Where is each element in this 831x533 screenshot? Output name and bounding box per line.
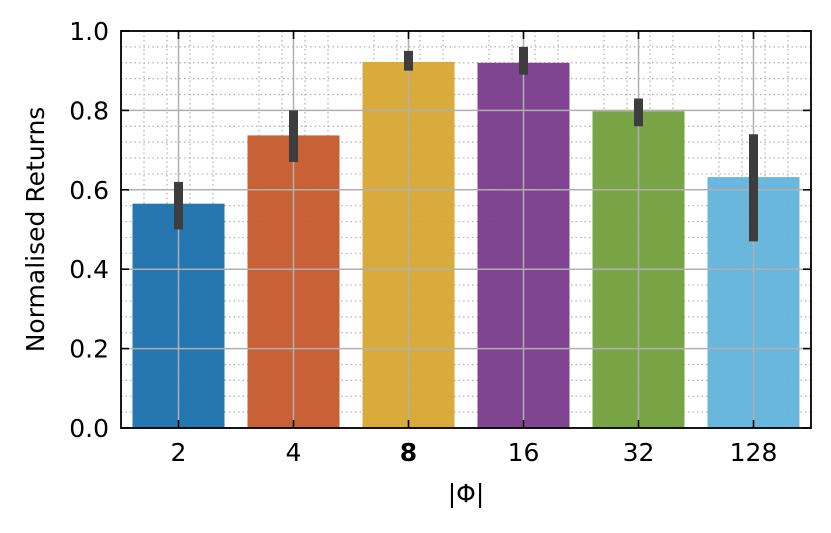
y-tick-label: 0.0 xyxy=(69,414,109,443)
y-tick-label: 0.2 xyxy=(69,335,109,364)
y-tick-label: 0.4 xyxy=(69,255,109,284)
y-tick-labels: 0.0 0.2 0.4 0.6 0.8 1.0 xyxy=(69,17,109,443)
y-tick-label: 0.8 xyxy=(69,96,109,125)
x-tick-label-8: 8 xyxy=(400,438,417,467)
bars-group xyxy=(132,61,800,428)
x-tick-labels: 2 4 8 16 32 128 xyxy=(171,438,778,467)
axis-ticks xyxy=(121,30,811,429)
y-tick-label: 1.0 xyxy=(69,17,109,46)
error-bars-group xyxy=(174,46,758,242)
x-axis-label: |Φ| xyxy=(448,479,485,508)
x-tick-label-16: 16 xyxy=(508,438,540,467)
plot-frame xyxy=(120,30,812,429)
x-tick-label-32: 32 xyxy=(623,438,655,467)
x-tick-label-4: 4 xyxy=(286,438,302,467)
y-axis-label: Normalised Returns xyxy=(21,107,50,353)
y-tick-label: 0.6 xyxy=(69,176,109,205)
x-tick-label-2: 2 xyxy=(171,438,187,467)
x-tick-label-128: 128 xyxy=(730,438,778,467)
